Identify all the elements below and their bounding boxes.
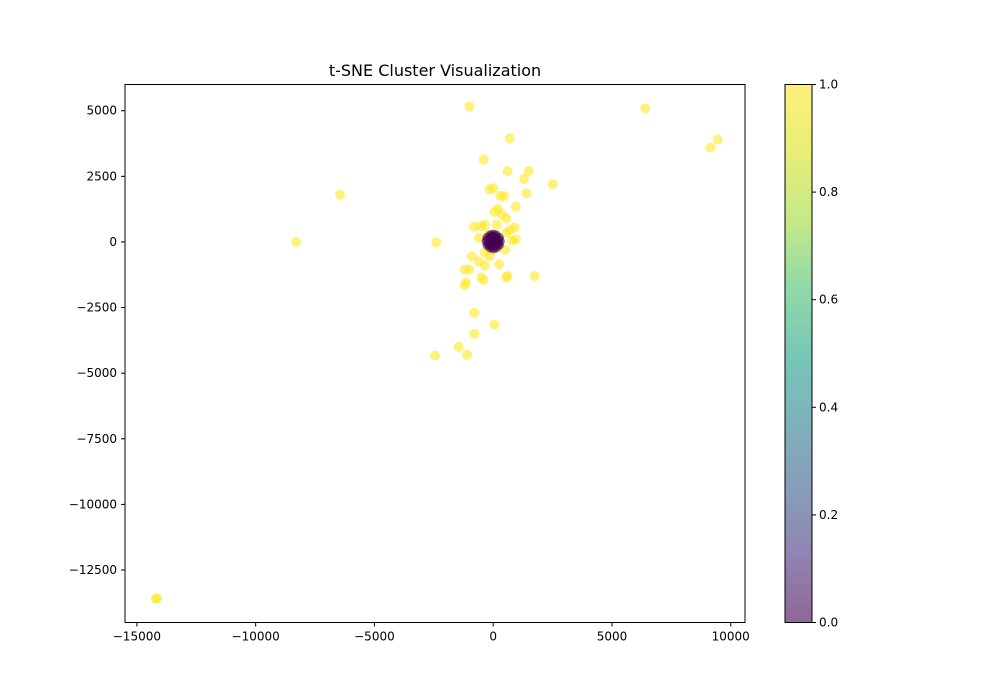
- scatter-point-0-42: [479, 260, 490, 271]
- x-tick-label: −10000: [232, 630, 280, 644]
- x-axis: −15000 −10000 −5000 0 5000 10000: [113, 622, 750, 644]
- x-tick-label: 10000: [712, 630, 750, 644]
- y-tick-label: −10000: [69, 497, 117, 511]
- colorbar-gradient: [785, 84, 812, 623]
- y-tick-label: −5000: [76, 366, 117, 380]
- scatter-point-0-50: [529, 271, 540, 282]
- scatter-point-0-19: [521, 188, 532, 199]
- scatter-point-0-47: [478, 275, 489, 286]
- scatter-point-0-10: [152, 593, 163, 604]
- scatter-point-0-24: [501, 213, 512, 224]
- scatter-point-0-0: [464, 101, 475, 112]
- y-tick-label: −7500: [76, 432, 117, 446]
- scatter-point-0-56: [453, 341, 464, 352]
- scatter-point-0-3: [705, 142, 716, 153]
- scatter-point-0-31: [501, 227, 512, 238]
- y-tick-label: 2500: [86, 169, 117, 183]
- colorbar-tick-label: 0.8: [819, 185, 838, 199]
- x-tick-label: 0: [489, 630, 497, 644]
- scatter-point-0-49: [502, 271, 513, 282]
- x-tick-label: 5000: [597, 630, 628, 644]
- y-tick-label: −12500: [69, 563, 117, 577]
- scatter-point-0-57: [462, 349, 473, 360]
- scatter-point-0-53: [469, 307, 480, 318]
- scatter-point-0-14: [519, 173, 530, 184]
- scatter-point-0-1: [640, 103, 651, 114]
- scatter-point-0-27: [479, 219, 490, 230]
- y-tick-label: 5000: [86, 104, 117, 118]
- y-tick-label: 0: [109, 235, 117, 249]
- colorbar-ticks: 0.0 0.2 0.4 0.6 0.8 1.0: [812, 78, 838, 630]
- x-tick-label: −15000: [113, 630, 161, 644]
- colorbar-frame: [784, 84, 813, 623]
- scatter-point-0-11: [502, 166, 513, 177]
- scatter-point-0-52: [459, 280, 470, 291]
- colorbar-tick-label: 0.2: [819, 508, 838, 522]
- x-tick-label: −5000: [354, 630, 395, 644]
- scatter-point-0-34: [507, 235, 518, 246]
- scatter-point-0-39: [466, 251, 477, 262]
- plot-area: [124, 84, 746, 623]
- scatter-point-0-32: [473, 233, 484, 244]
- scatter-points: [150, 101, 723, 604]
- scatter-point-0-45: [464, 264, 475, 275]
- colorbar-tick-label: 0.6: [819, 293, 838, 307]
- scatter-point-0-5: [478, 154, 489, 165]
- colorbar-tick-label: 1.0: [819, 78, 838, 92]
- colorbar-tick-label: 0.4: [819, 400, 838, 414]
- scatter-point-0-6: [334, 189, 345, 200]
- colorbar-tick-label: 0.0: [819, 616, 838, 630]
- scatter-point-0-13: [547, 179, 558, 190]
- scatter-point-0-25: [469, 221, 480, 232]
- scatter-point-0-18: [498, 191, 509, 202]
- scatter-point-0-4: [504, 133, 515, 144]
- scatter-point-0-20: [510, 201, 521, 212]
- y-axis: 5000 2500 0 −2500 −5000 −7500 −10000 −12500: [69, 104, 125, 577]
- scatter-point-0-7: [291, 236, 302, 247]
- chart-title: t-SNE Cluster Visualization: [329, 61, 541, 80]
- scatter-point-0-58: [430, 350, 440, 361]
- colorbar: 0.0 0.2 0.4 0.6 0.8 1.0: [784, 78, 838, 630]
- scatter-point-0-55: [469, 328, 480, 339]
- y-tick-label: −2500: [76, 301, 117, 315]
- scatter-point-0-28: [491, 219, 502, 230]
- scatter-point-0-16: [484, 184, 495, 195]
- scatter-point-0-2: [712, 134, 723, 145]
- scatter-point-0-43: [494, 259, 505, 270]
- scatter-point-0-54: [489, 319, 500, 330]
- scatter-point-0-12: [523, 166, 534, 177]
- scatter-point-1-24: [487, 238, 498, 249]
- scatter-point-0-8: [431, 237, 442, 248]
